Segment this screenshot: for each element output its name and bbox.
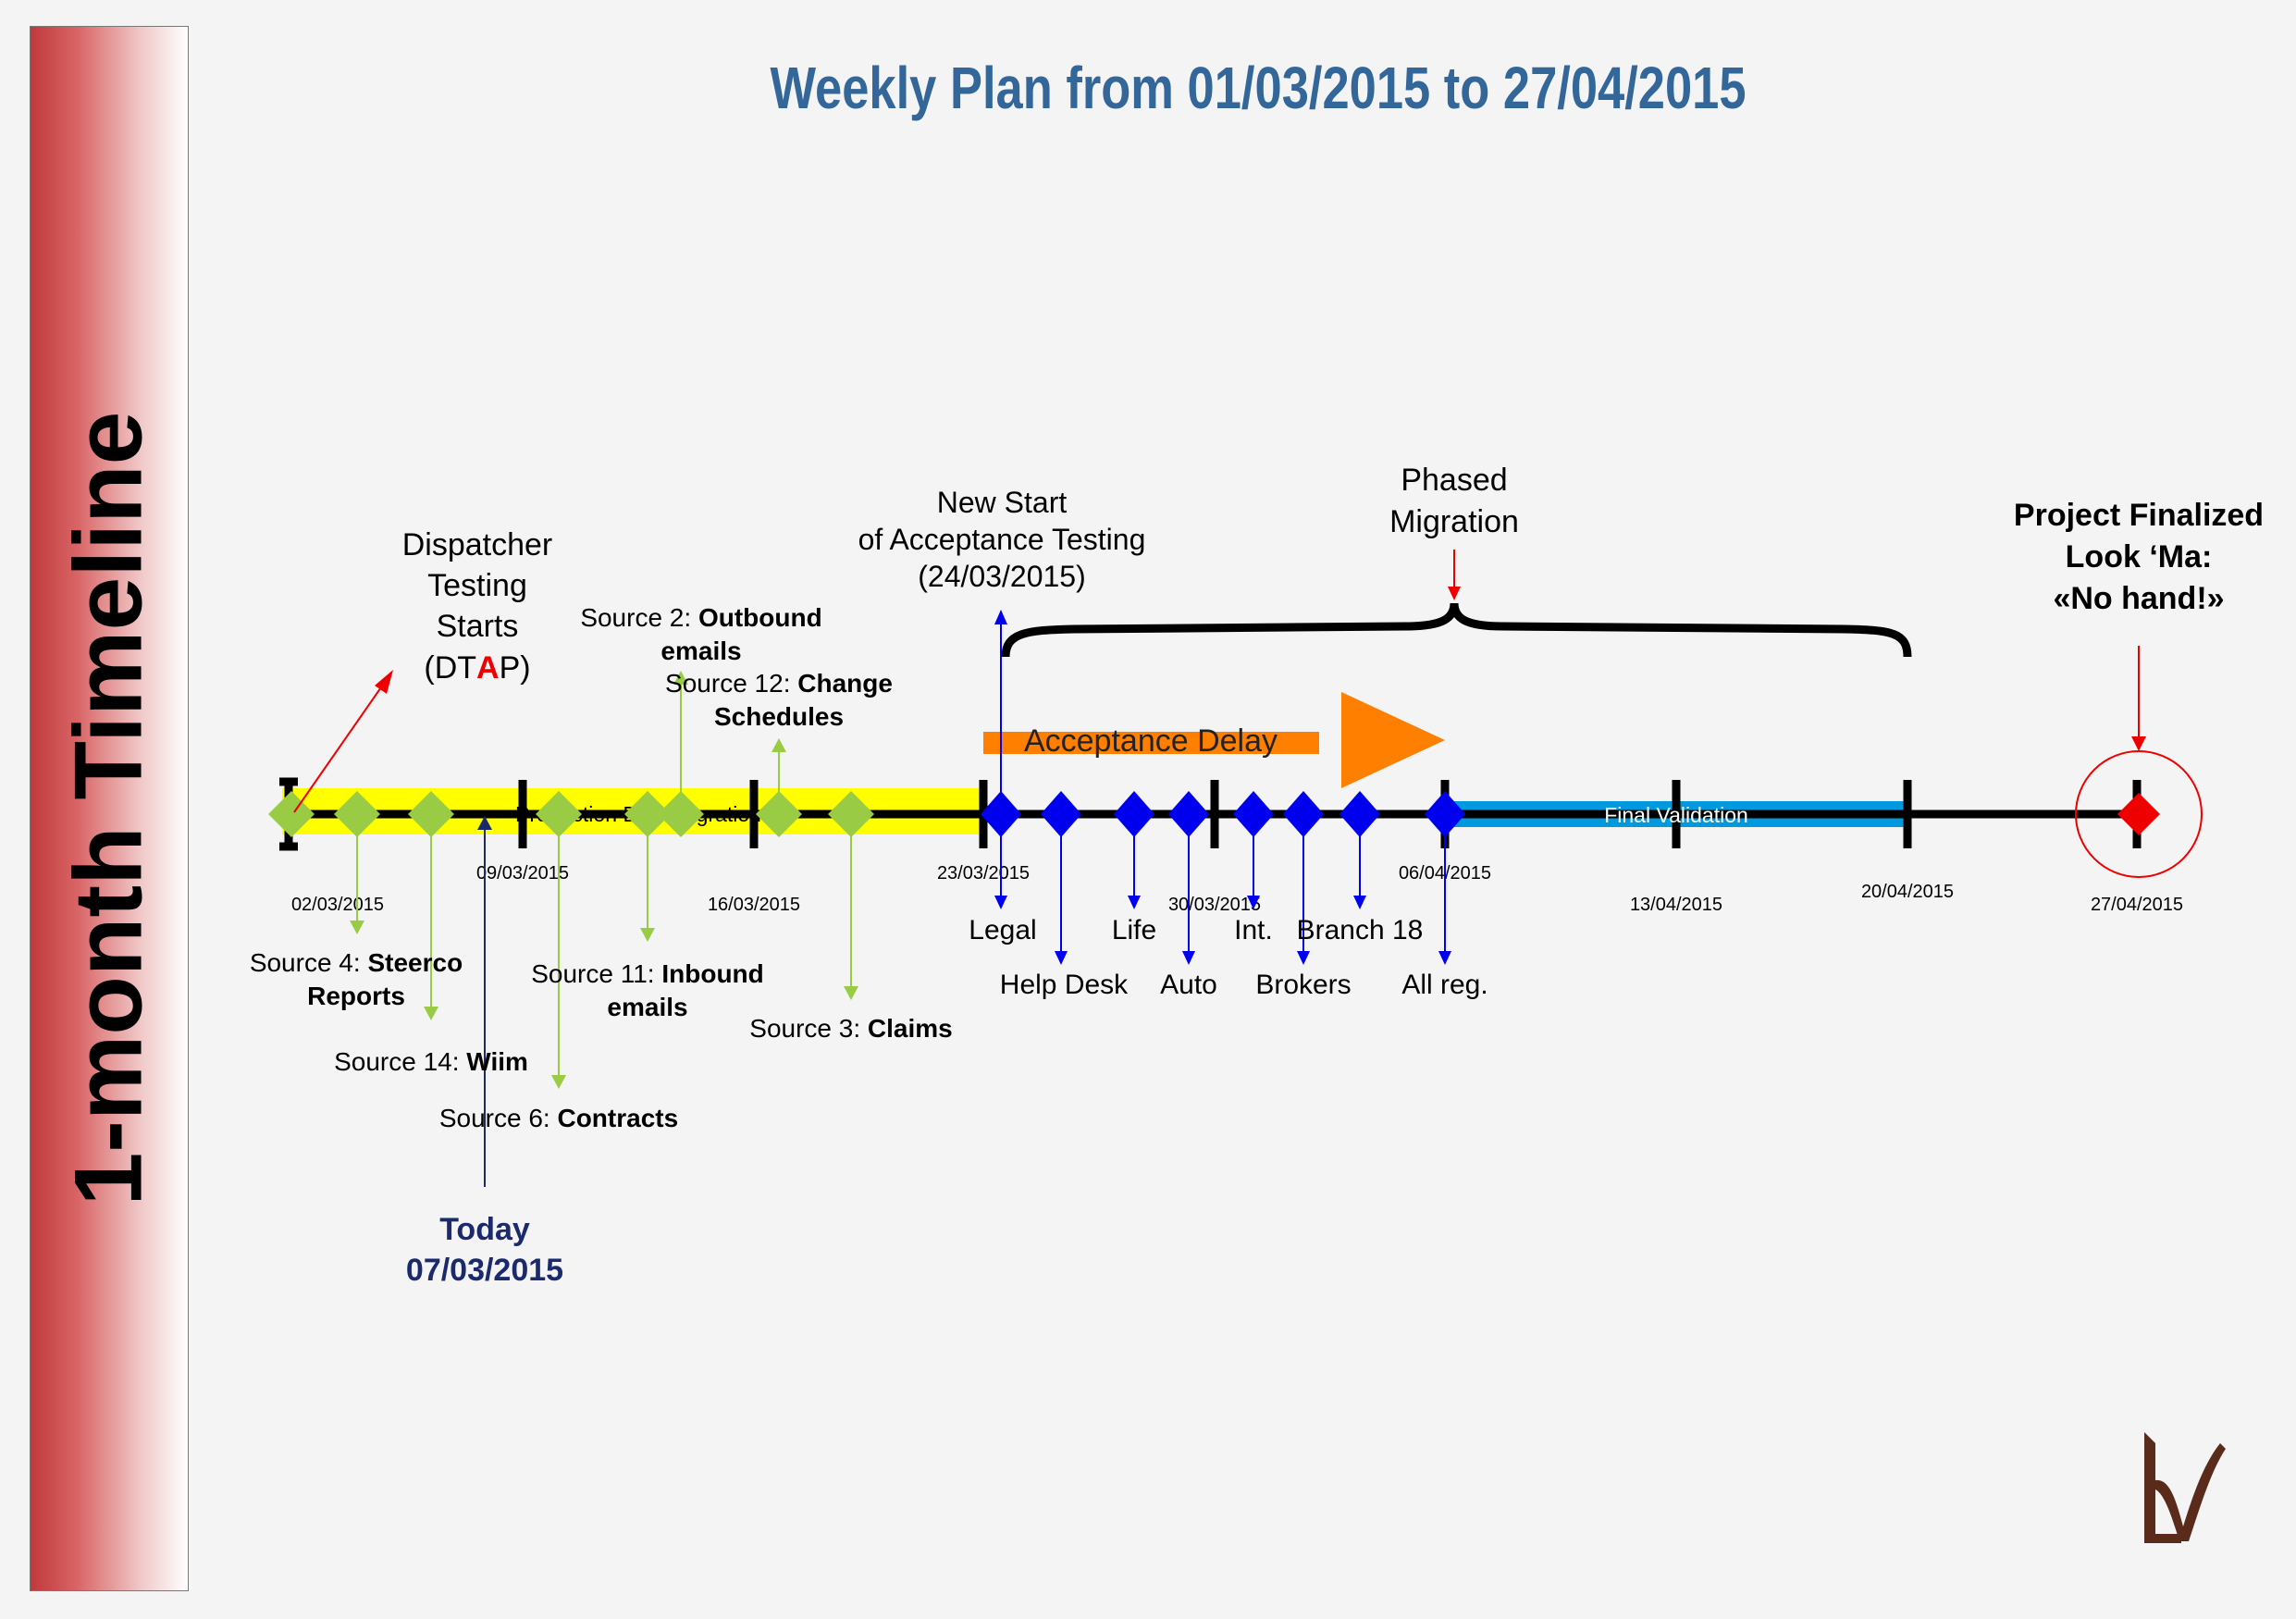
source-arrowheads — [350, 671, 858, 1089]
svg-text:Migration: Migration — [1389, 504, 1519, 539]
lv-logo: LV — [2144, 1432, 2226, 1543]
branch-label-allreg: All reg. — [1401, 970, 1487, 1000]
svg-text:Project Finalized: Project Finalized — [2014, 498, 2264, 533]
svg-text:of Acceptance Testing: of Acceptance Testing — [858, 523, 1146, 556]
svg-text:Phased: Phased — [1401, 463, 1507, 498]
svg-text:(DTAP): (DTAP) — [424, 650, 530, 686]
date-label-5: 30/03/2015 — [1168, 895, 1261, 915]
finalized-circle — [2075, 750, 2203, 878]
branch-label-auto: Auto — [1160, 970, 1217, 1000]
svg-text:Look ‘Ma:: Look ‘Ma: — [2066, 539, 2213, 575]
svg-text:«No hand!»: «No hand!» — [2053, 581, 2224, 616]
source-marker — [756, 791, 802, 837]
svg-text:07/03/2015: 07/03/2015 — [406, 1253, 563, 1288]
source-marker — [408, 791, 454, 837]
source-12-label-line2: Schedules — [714, 702, 844, 731]
source-14-label: Source 14: Wiim — [334, 1047, 528, 1076]
branch-marker — [1425, 791, 1465, 837]
date-label-7: 13/04/2015 — [1630, 895, 1722, 915]
acceptance-delay-bar — [983, 732, 1319, 754]
branch-label-legal: Legal — [969, 915, 1036, 945]
today-marker — [477, 816, 492, 830]
date-label-8: 20/04/2015 — [1861, 882, 1954, 902]
phased-arrowhead — [1448, 587, 1461, 600]
source-marker — [658, 791, 704, 837]
start-bracket — [279, 777, 298, 851]
branch-marker — [1283, 791, 1324, 837]
source-marker — [268, 791, 315, 837]
source-4-label: Source 4: Steerco — [250, 948, 463, 977]
svg-text:Testing: Testing — [427, 568, 527, 603]
svg-text:Dispatcher: Dispatcher — [402, 527, 553, 562]
source-12-label: Source 12: Change — [665, 669, 893, 698]
source-marker — [536, 791, 582, 837]
source-11-label: Source 11: Inbound — [531, 959, 764, 988]
new-start-arrowhead — [994, 610, 1007, 624]
dispatcher-arrowhead — [375, 670, 393, 694]
dispatcher-arrow — [293, 684, 384, 813]
date-label-3: 16/03/2015 — [708, 895, 800, 915]
branch-arrowheads — [994, 896, 1451, 965]
acceptance-delay-label: Acceptance Delay — [1024, 723, 1278, 759]
branch-markers — [981, 791, 1465, 837]
today-callout: Today 07/03/2015 — [406, 1212, 563, 1288]
date-label-4: 23/03/2015 — [937, 863, 1030, 884]
branch-label-helpdesk: Help Desk — [1000, 970, 1129, 1000]
source-markers — [268, 791, 874, 837]
page-title: Weekly Plan from 01/03/2015 to 27/04/201… — [770, 55, 1747, 121]
svg-text:New Start: New Start — [937, 486, 1068, 519]
source-marker — [828, 791, 874, 837]
branch-label-brokers: Brokers — [1255, 970, 1351, 1000]
finalized-marker — [2117, 793, 2160, 835]
branch-marker — [1339, 791, 1380, 837]
finalized-arrowhead — [2131, 736, 2146, 751]
svg-text:(24/03/2015): (24/03/2015) — [918, 560, 1085, 593]
dispatcher-callout: Dispatcher Testing Starts (DTAP) — [402, 527, 553, 686]
source-marker — [334, 791, 380, 837]
phased-callout: Phased Migration — [1389, 463, 1519, 539]
branch-label-life: Life — [1112, 915, 1156, 945]
date-label-2: 09/03/2015 — [476, 863, 569, 884]
source-4-label-line2: Reports — [307, 982, 405, 1010]
branch-marker — [1233, 791, 1274, 837]
source-marker — [624, 791, 671, 837]
branch-marker — [1114, 791, 1154, 837]
final-validation-label: Final Validation — [1604, 803, 1748, 827]
branch-marker — [1168, 791, 1209, 837]
phased-migration-brace — [1001, 602, 1912, 658]
branch-marker — [1041, 791, 1081, 837]
branch-label-branch18: Branch 18 — [1297, 915, 1424, 945]
source-11-label-line2: emails — [607, 993, 687, 1021]
acceptance-delay-arrow — [1341, 692, 1445, 788]
new-start-callout: New Start of Acceptance Testing (24/03/2… — [858, 486, 1146, 593]
source-6-label: Source 6: Contracts — [439, 1104, 678, 1132]
source-3-label: Source 3: Claims — [749, 1014, 952, 1043]
date-label-9: 27/04/2015 — [2091, 895, 2183, 915]
branch-label-int: Int. — [1234, 915, 1273, 945]
svg-text:Starts: Starts — [437, 609, 519, 644]
sidebar: 1-month Timeline — [30, 26, 189, 1591]
finalized-callout: Project Finalized Look ‘Ma: «No hand!» — [2014, 498, 2264, 616]
source-2-label-line2: emails — [660, 636, 741, 665]
svg-text:Today: Today — [439, 1212, 530, 1247]
source-2-label: Source 2: Outbound — [580, 603, 821, 632]
branch-marker — [981, 791, 1021, 837]
date-label-1: 02/03/2015 — [291, 895, 384, 915]
